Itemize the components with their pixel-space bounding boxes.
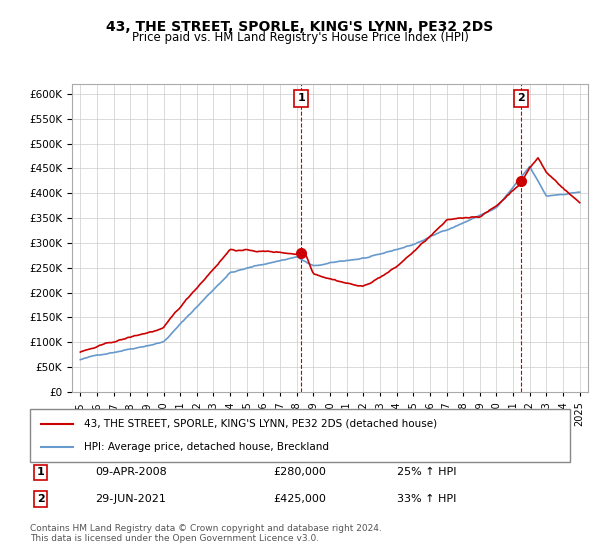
Text: £425,000: £425,000 [273,494,326,504]
Text: 09-APR-2008: 09-APR-2008 [95,468,167,478]
Text: 29-JUN-2021: 29-JUN-2021 [95,494,166,504]
FancyBboxPatch shape [30,409,570,462]
Text: 2: 2 [517,93,525,103]
Text: 1: 1 [298,93,305,103]
Text: 2: 2 [37,494,44,504]
Text: 43, THE STREET, SPORLE, KING'S LYNN, PE32 2DS (detached house): 43, THE STREET, SPORLE, KING'S LYNN, PE3… [84,419,437,429]
Text: 1: 1 [37,468,44,478]
Text: £280,000: £280,000 [273,468,326,478]
Text: 25% ↑ HPI: 25% ↑ HPI [397,468,457,478]
Text: Contains HM Land Registry data © Crown copyright and database right 2024.
This d: Contains HM Land Registry data © Crown c… [30,524,382,543]
Text: 33% ↑ HPI: 33% ↑ HPI [397,494,457,504]
Text: Price paid vs. HM Land Registry's House Price Index (HPI): Price paid vs. HM Land Registry's House … [131,31,469,44]
Text: HPI: Average price, detached house, Breckland: HPI: Average price, detached house, Brec… [84,442,329,452]
Text: 43, THE STREET, SPORLE, KING'S LYNN, PE32 2DS: 43, THE STREET, SPORLE, KING'S LYNN, PE3… [106,20,494,34]
